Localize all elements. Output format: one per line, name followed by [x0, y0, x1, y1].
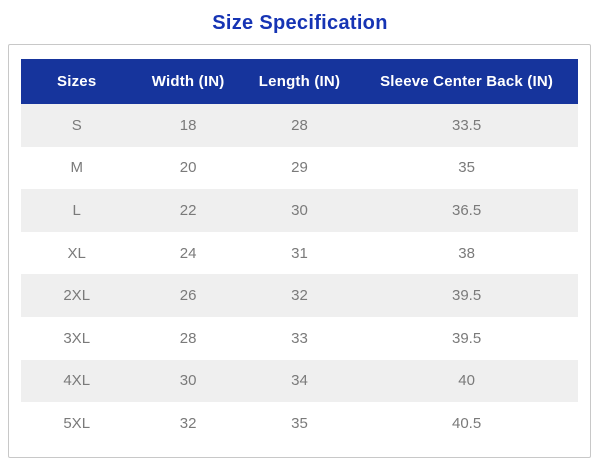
table-row: L 22 30 36.5	[21, 189, 578, 232]
table-cell: 20	[179, 159, 197, 177]
table-cell: 34	[291, 372, 308, 390]
table-cell: XL	[67, 244, 86, 262]
table-cell: 2XL	[63, 287, 91, 305]
table-row: XL 24 31 38	[21, 231, 578, 275]
table-cell: 5XL	[63, 414, 91, 432]
table-cell: 32	[291, 287, 308, 305]
table-cell: 3XL	[63, 329, 91, 347]
table-cell: 29	[291, 159, 308, 177]
table-row: 4XL 30 34 40	[21, 359, 578, 403]
size-table-header: Sizes Width (IN) Length (IN) Sleeve Cent…	[21, 59, 578, 104]
column-header-sleeve-center-back: Sleeve Center Back (IN)	[355, 59, 578, 104]
table-cell: 40.5	[451, 414, 482, 432]
table-cell: 18	[179, 116, 197, 134]
table-cell: 35	[458, 159, 475, 177]
table-cell: 33	[291, 329, 308, 347]
table-cell: 24	[179, 244, 197, 262]
column-header-sizes: Sizes	[21, 59, 133, 104]
table-cell: M	[70, 159, 83, 177]
table-cell: 30	[291, 201, 308, 219]
table-cell: 28	[291, 116, 308, 134]
table-cell: 32	[179, 414, 197, 432]
size-table-body: S 18 28 33.5 M 20 29 35 L 22 30 36.5 XL 24 31 38 2XL 26 32…	[21, 104, 578, 445]
table-cell: 40	[458, 372, 475, 390]
table-row: 3XL 28 33 39.5	[21, 316, 578, 360]
table-cell: 39.5	[451, 329, 482, 347]
table-cell: 30	[179, 372, 197, 390]
size-table-container: Sizes Width (IN) Length (IN) Sleeve Cent…	[8, 44, 591, 458]
table-cell: 35	[291, 414, 308, 432]
size-table: Sizes Width (IN) Length (IN) Sleeve Cent…	[21, 59, 578, 445]
table-cell: 26	[179, 287, 197, 305]
table-row: S 18 28 33.5	[21, 104, 578, 147]
table-cell: 31	[291, 244, 308, 262]
table-cell: 4XL	[63, 372, 91, 390]
table-row: 2XL 26 32 39.5	[21, 274, 578, 317]
table-row: M 20 29 35	[21, 146, 578, 190]
table-cell: 33.5	[451, 116, 482, 134]
table-cell: 22	[179, 201, 197, 219]
column-header-width: Width (IN)	[132, 59, 244, 104]
page-title: Size Specification	[212, 12, 388, 34]
table-cell: 39.5	[451, 287, 482, 305]
table-cell: L	[72, 201, 81, 219]
header-row: Sizes Width (IN) Length (IN) Sleeve Cent…	[21, 59, 578, 104]
table-cell: 28	[179, 329, 197, 347]
table-cell: S	[71, 116, 82, 134]
table-row: 5XL 32 35 40.5	[21, 402, 578, 445]
table-cell: 36.5	[451, 201, 482, 219]
table-cell: 38	[458, 244, 475, 262]
column-header-length: Length (IN)	[243, 59, 356, 104]
